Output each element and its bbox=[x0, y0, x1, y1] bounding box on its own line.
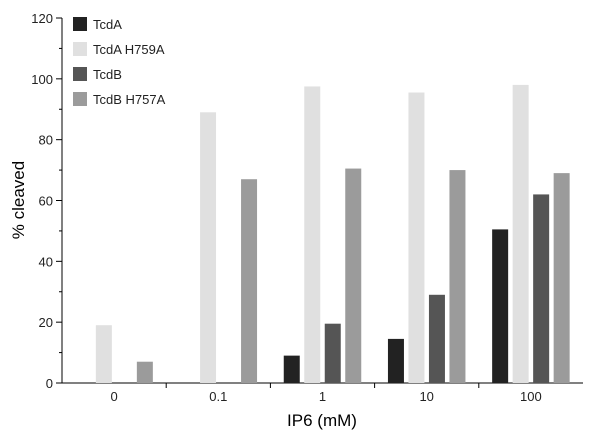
bar bbox=[283, 355, 300, 383]
legend-swatch bbox=[73, 17, 87, 31]
y-ticks: 0 20 40 60 80 100 120 bbox=[31, 11, 62, 391]
bar bbox=[492, 229, 509, 383]
bar bbox=[324, 323, 341, 383]
legend-swatch bbox=[73, 67, 87, 81]
x-tick-label: 0 bbox=[110, 389, 117, 404]
legend-swatch bbox=[73, 42, 87, 56]
y-tick-label: 0 bbox=[46, 376, 53, 391]
bars bbox=[95, 84, 570, 384]
bar bbox=[136, 361, 153, 383]
bar bbox=[345, 168, 362, 383]
x-tick-label: 10 bbox=[419, 389, 433, 404]
y-tick-label: 120 bbox=[31, 11, 53, 26]
bar bbox=[553, 173, 570, 383]
bar bbox=[408, 92, 425, 383]
bar bbox=[387, 338, 404, 383]
x-tick-label: 1 bbox=[319, 389, 326, 404]
legend: TcdA TcdA H759A TcdB TcdB H757A bbox=[73, 17, 166, 107]
legend-label: TcdB bbox=[93, 67, 122, 82]
y-tick-label: 20 bbox=[39, 315, 53, 330]
legend-label: TcdA bbox=[93, 17, 122, 32]
bar bbox=[449, 170, 466, 383]
y-tick-label: 60 bbox=[39, 194, 53, 209]
bar bbox=[95, 325, 112, 383]
x-ticks: 0 0.1 1 10 100 bbox=[110, 383, 542, 404]
y-axis-title: % cleaved bbox=[9, 161, 28, 239]
legend-label: TcdB H757A bbox=[93, 92, 166, 107]
bar bbox=[241, 179, 258, 383]
bar bbox=[304, 86, 321, 383]
bar bbox=[512, 84, 529, 384]
x-axis-title: IP6 (mM) bbox=[287, 411, 357, 430]
legend-label: TcdA H759A bbox=[93, 42, 165, 57]
y-tick-label: 80 bbox=[39, 133, 53, 148]
x-tick-label: 0.1 bbox=[209, 389, 227, 404]
bar bbox=[200, 112, 217, 384]
y-tick-label: 100 bbox=[31, 72, 53, 87]
x-tick-label: 100 bbox=[520, 389, 542, 404]
bar bbox=[533, 194, 550, 383]
y-tick-label: 40 bbox=[39, 254, 53, 269]
bar bbox=[428, 294, 445, 383]
legend-swatch bbox=[73, 92, 87, 106]
